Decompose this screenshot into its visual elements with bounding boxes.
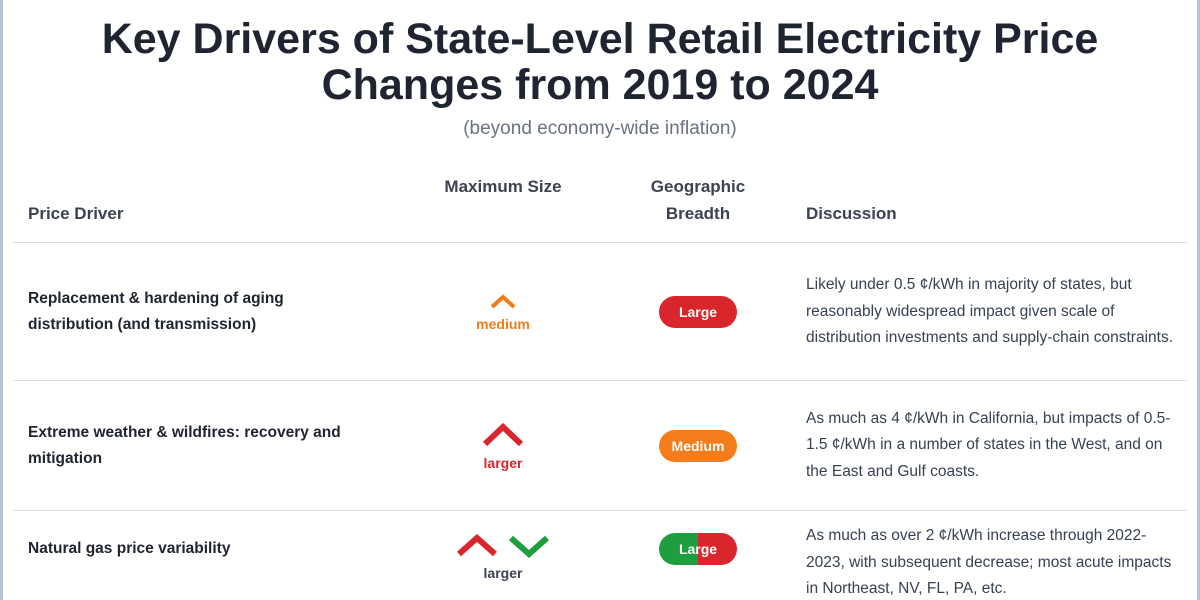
driver: Natural gas price variability xyxy=(28,539,231,557)
driver: Replacement & hardening of aging distrib… xyxy=(28,290,284,333)
subtitle: (beyond economy-wide inflation) xyxy=(463,118,737,139)
up-chevron xyxy=(490,294,516,309)
row-rule xyxy=(13,510,1187,511)
driver: Extreme weather & wildfires: recovery an… xyxy=(28,423,341,467)
breadth: Medium xyxy=(628,381,768,510)
table-row: Replacement & hardening of aging distrib… xyxy=(13,244,1187,380)
up-down-chevrons xyxy=(457,533,549,559)
size: larger xyxy=(443,381,563,510)
header-rule xyxy=(13,242,1187,243)
breadth: Large xyxy=(628,511,768,586)
size: medium xyxy=(443,244,563,380)
breadth-pill: Large xyxy=(659,532,737,565)
size-label: larger xyxy=(483,565,523,581)
discussion: As much as 4 ¢/kWh in California, but im… xyxy=(806,409,1171,480)
size-label: medium xyxy=(476,316,530,332)
discussion: Likely under 0.5 ¢/kWh in majority of st… xyxy=(806,276,1174,347)
discussion: As much as over 2 ¢/kWh increase through… xyxy=(806,527,1172,597)
size-label: larger xyxy=(483,454,523,471)
column-header: Maximum Size xyxy=(444,177,562,196)
column-header: Price Driver xyxy=(28,204,124,223)
breadth: Large xyxy=(628,244,768,380)
size: larger xyxy=(443,511,563,586)
table-row: Natural gas price variability larger Lar… xyxy=(13,511,1187,600)
column-header: Discussion xyxy=(806,204,897,223)
breadth-pill: Large xyxy=(659,296,737,328)
breadth-pill: Medium xyxy=(659,429,737,462)
row-rule xyxy=(13,380,1187,381)
table-row: Extreme weather & wildfires: recovery an… xyxy=(13,381,1187,510)
title: Key Drivers of State-Level Retail Electr… xyxy=(101,15,1099,109)
column-header: Geographic Breadth xyxy=(650,177,746,223)
up-chevron xyxy=(482,422,524,446)
